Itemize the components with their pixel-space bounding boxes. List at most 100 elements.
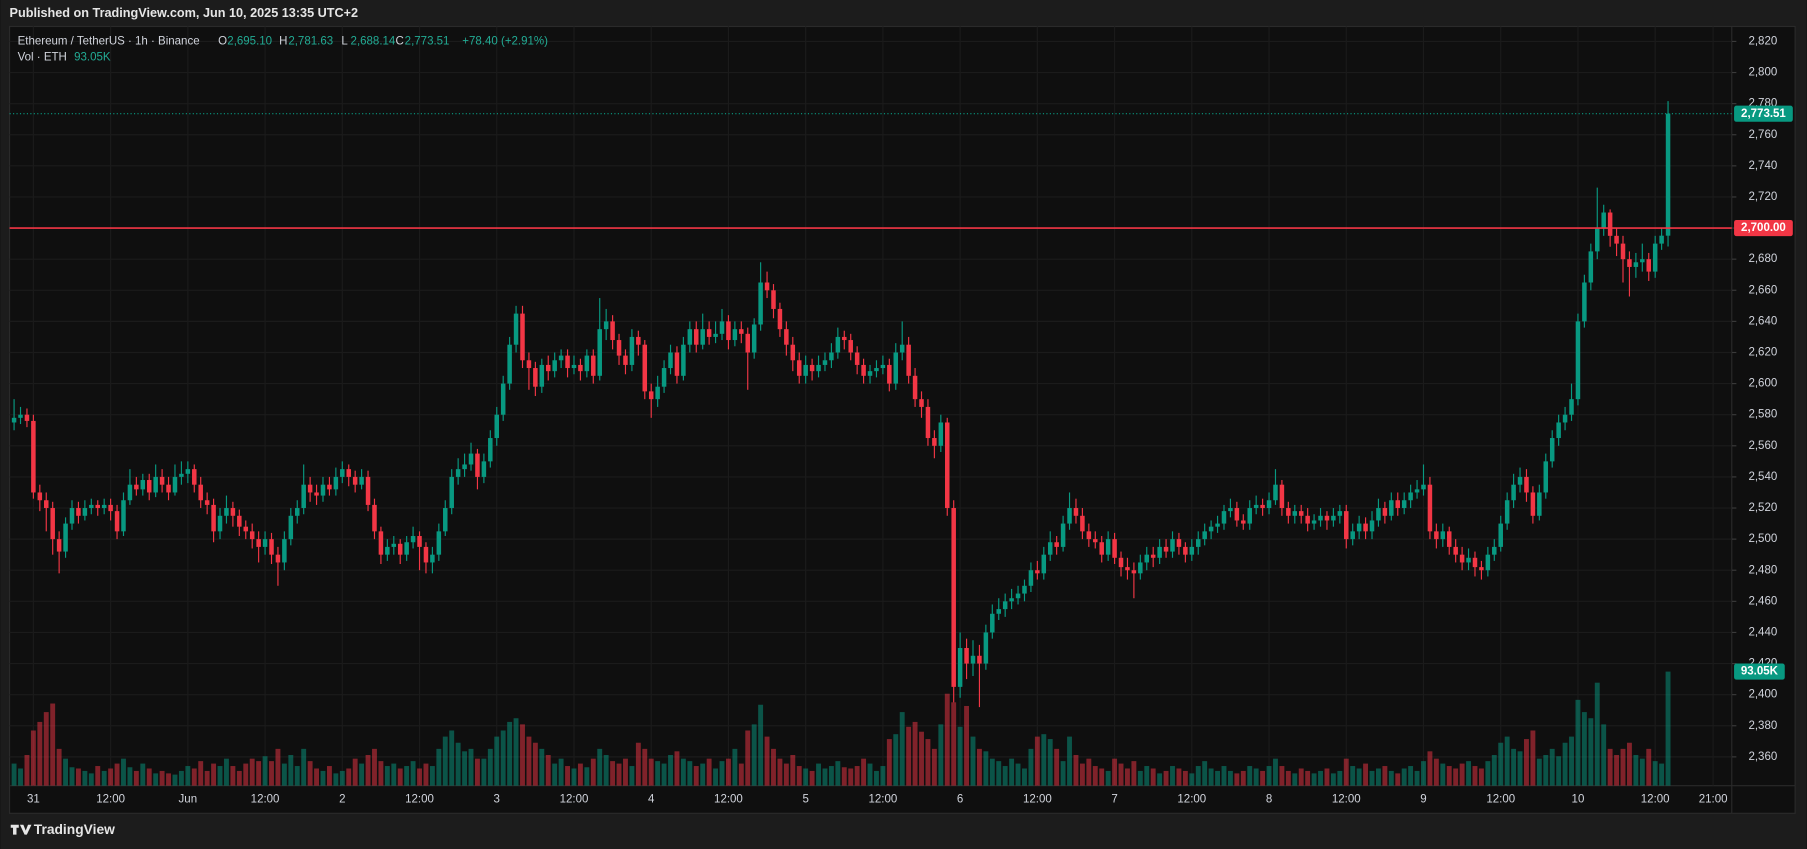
candle-body [906, 344, 911, 376]
candle-body [436, 531, 442, 555]
candle-body [1144, 554, 1150, 563]
volume-bar [610, 761, 616, 786]
volume-bar [243, 763, 249, 786]
candle-body [1363, 523, 1368, 532]
candle-body [784, 329, 789, 345]
volume-bar [1009, 758, 1015, 786]
volume-bar [166, 773, 171, 786]
candle-body [1041, 554, 1047, 574]
candle-body [1118, 557, 1124, 568]
volume-bar [1530, 730, 1536, 786]
volume-bar [1227, 770, 1233, 786]
volume-bar [339, 770, 345, 786]
candle-body [1588, 251, 1594, 283]
volume-bar [996, 761, 1002, 786]
volume-bar [423, 763, 429, 786]
candle-body [11, 417, 17, 423]
candle-body [1601, 212, 1606, 229]
candle-body [1047, 542, 1053, 555]
volume-bar [1092, 766, 1098, 786]
volume-bar [1202, 761, 1208, 786]
volume-bar [642, 748, 648, 786]
volume-bar [37, 721, 43, 786]
volume-bar [1253, 768, 1259, 786]
volume-bar [500, 730, 506, 786]
x-tick-label: 9 [1420, 794, 1426, 806]
y-tick-label: 2,600 [1748, 378, 1777, 390]
volume-bar [159, 770, 165, 786]
candle-body [1537, 492, 1542, 516]
header-text: Published on TradingView.com, Jun 10, 20… [10, 6, 359, 20]
candle-body [224, 508, 229, 516]
volume-bar [771, 748, 776, 786]
volume-bar [1569, 736, 1574, 786]
candle-body [365, 476, 371, 505]
volume-bar [693, 766, 699, 786]
volume-bar [1067, 736, 1072, 786]
volume-bar [1131, 761, 1137, 786]
x-tick-label: 12:00 [1177, 794, 1206, 806]
candle-body [24, 414, 30, 421]
volume-bar [140, 763, 146, 786]
volume-bar [1440, 763, 1446, 786]
volume-bar [1002, 766, 1008, 786]
candle-body [230, 508, 236, 516]
candle-body [1640, 259, 1645, 263]
y-tick-label: 2,540 [1748, 471, 1777, 483]
candle-body [996, 609, 1001, 614]
price-line-box [1734, 219, 1793, 237]
volume-bar [713, 768, 719, 786]
x-tick-label: 4 [648, 794, 655, 806]
volume-bar [1504, 736, 1510, 786]
volume-bar [687, 761, 693, 786]
volume-bar [1195, 766, 1201, 786]
candle-body [37, 492, 43, 501]
volume-bar [1079, 763, 1085, 786]
candle-body [204, 500, 210, 505]
candle-body [681, 344, 686, 376]
candle-body [1524, 476, 1529, 493]
candle-body [1247, 508, 1252, 524]
candle-body [887, 364, 892, 384]
volume-bar [191, 768, 197, 786]
volume-bar [777, 758, 783, 786]
volume-bar [1073, 755, 1079, 786]
candle-body [249, 531, 255, 540]
candle-body [1099, 542, 1104, 555]
candle-body [1440, 531, 1446, 540]
volume-bar [571, 768, 577, 786]
candle-body [1434, 531, 1439, 540]
x-tick-label: 12:00 [1332, 794, 1361, 806]
candle-body [101, 504, 107, 509]
volume-bar [854, 766, 860, 786]
volume-bar [1562, 742, 1568, 786]
candle-body [121, 500, 126, 532]
candle-body [500, 383, 506, 415]
candle-body [597, 329, 602, 376]
volume-bar [1646, 748, 1652, 786]
candle-body [288, 515, 294, 540]
x-tick-label: 2 [339, 794, 345, 806]
volume-bar [108, 768, 114, 786]
volume-label: 93.05K [1741, 666, 1779, 678]
volume-bar [1324, 768, 1330, 786]
candle-body [1485, 554, 1491, 571]
candle-body [1067, 508, 1072, 524]
volume-bar [1421, 761, 1426, 786]
volume-bar [455, 742, 461, 786]
volume-bar [668, 755, 673, 786]
candle-body [648, 391, 654, 400]
y-tick-label: 2,440 [1748, 626, 1777, 638]
volume-bar [1401, 768, 1407, 786]
candle-layer [11, 101, 1671, 708]
candle-body [1421, 484, 1426, 490]
volume-bar [1292, 773, 1298, 786]
volume-bar [1427, 751, 1433, 786]
volume-bar [764, 736, 770, 786]
candle-body [1183, 546, 1188, 555]
candle-body [700, 329, 705, 345]
candle-body [1028, 570, 1034, 586]
y-tick-label: 2,480 [1748, 564, 1777, 576]
candle-body [1511, 484, 1516, 501]
candle-body [751, 324, 757, 353]
